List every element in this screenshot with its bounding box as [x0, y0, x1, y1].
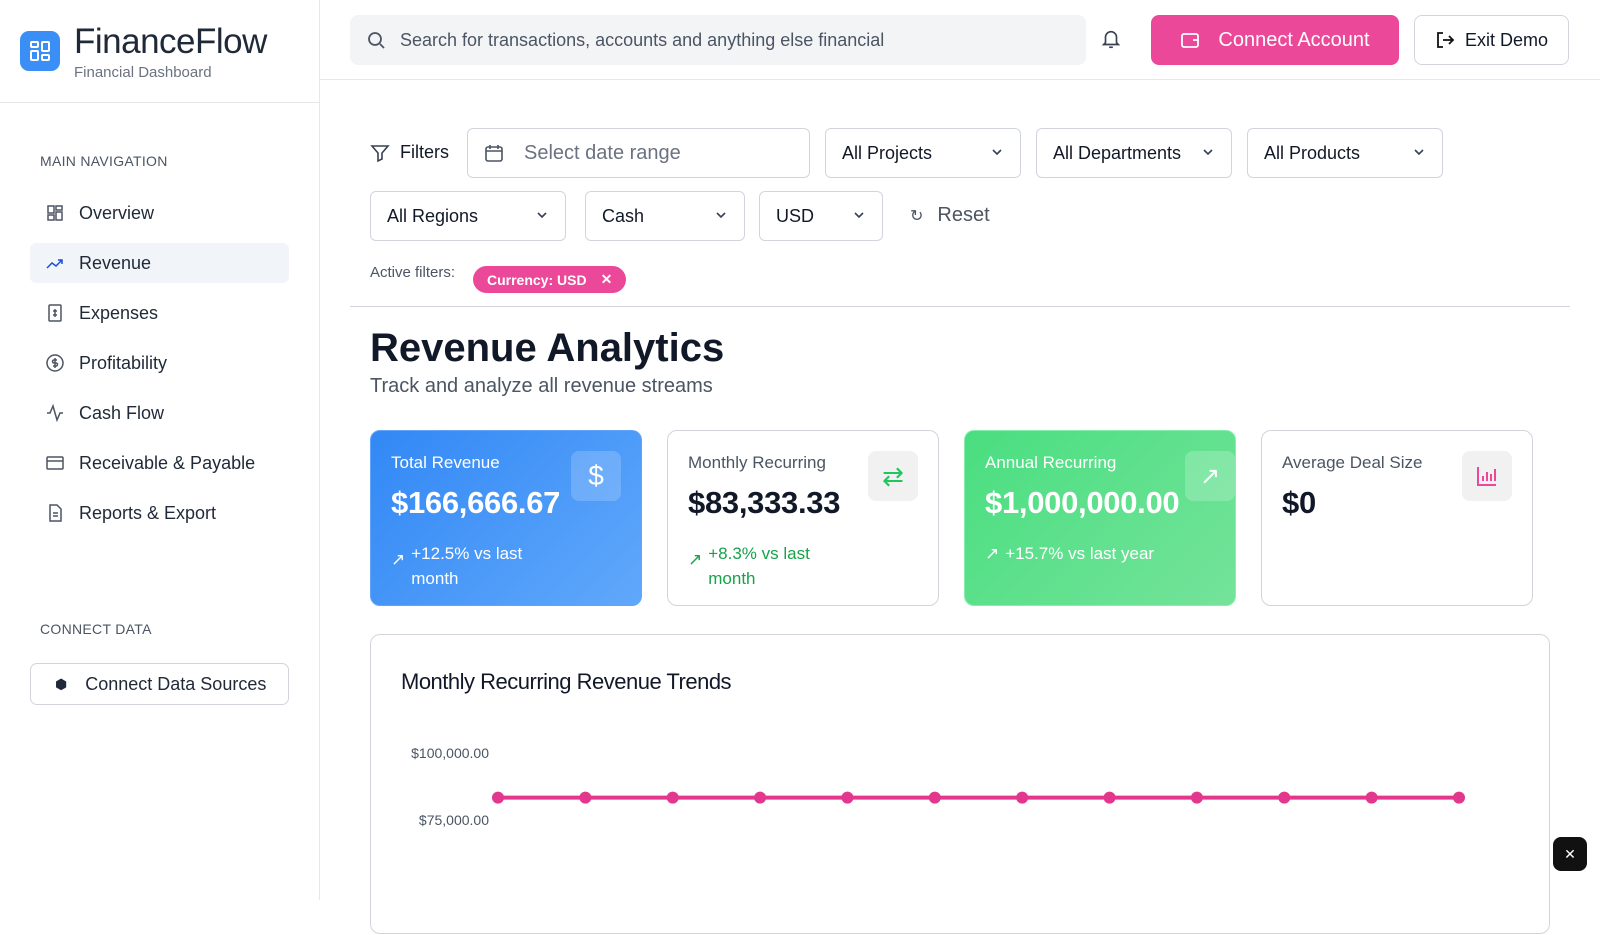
calendar-icon — [485, 145, 503, 162]
app-subtitle: Financial Dashboard — [74, 63, 212, 81]
currency-select[interactable]: USD — [759, 191, 883, 241]
grid-icon — [47, 205, 63, 221]
dollar-circle-icon — [46, 354, 64, 372]
trending-up-icon: ↗ — [688, 550, 703, 569]
exit-demo-button[interactable]: Exit Demo — [1414, 15, 1569, 65]
annual-recurring-card: Annual Recurring $1,000,000.00 ↗ +15.7% v… — [964, 430, 1236, 606]
sidebar-item-label: Receivable & Payable — [79, 452, 256, 473]
trending-up-icon: ↗ — [1185, 451, 1235, 501]
close-icon: ✕ — [1564, 845, 1576, 862]
data-point[interactable] — [1103, 791, 1116, 804]
account-type-select[interactable]: Cash — [585, 191, 745, 241]
main-nav-title: MAIN NAVIGATION — [40, 153, 168, 169]
data-point[interactable] — [928, 791, 941, 804]
search-input[interactable]: Search for transactions, accounts and an… — [350, 15, 1086, 65]
departments-select[interactable]: All Departments — [1036, 128, 1232, 178]
reset-button[interactable]: ↻ Reset — [910, 204, 990, 226]
activity-icon — [47, 403, 63, 423]
data-point[interactable] — [666, 791, 679, 804]
chevron-down-icon — [1412, 143, 1426, 164]
average-deal-size-card: Average Deal Size $0 — [1261, 430, 1533, 606]
app-title: FinanceFlow — [74, 21, 267, 61]
page-title: Revenue Analytics — [370, 326, 725, 370]
sidebar-item-label: Cash Flow — [79, 402, 165, 423]
logout-icon — [1437, 32, 1455, 48]
divider — [350, 306, 1570, 307]
projects-select[interactable]: All Projects — [825, 128, 1021, 178]
data-point[interactable] — [492, 791, 504, 804]
sidebar-item-label: Overview — [79, 202, 155, 223]
monthly-recurring-card: Monthly Recurring $83,333.33 ↗ +8.3% vs l… — [667, 430, 939, 606]
close-button[interactable]: ✕ — [1553, 837, 1587, 871]
trending-up-icon: ↗ — [391, 550, 406, 569]
mrr-chart-card: Monthly Recurring Revenue Trends $100,00… — [370, 634, 1550, 934]
products-select[interactable]: All Products — [1247, 128, 1443, 178]
y-tick-label: $75,000.00 — [419, 812, 489, 828]
dollar-icon: $ — [571, 451, 621, 501]
search-icon — [368, 32, 385, 49]
sidebar-item-overview[interactable]: Overview — [30, 193, 289, 233]
page-subtitle: Track and analyze all revenue streams — [370, 375, 713, 397]
sidebar-item-profitability[interactable]: Profitability — [30, 343, 289, 383]
data-point[interactable] — [1190, 791, 1203, 804]
data-point[interactable] — [1365, 791, 1378, 804]
repeat-icon: ⇄ — [868, 451, 918, 501]
data-point[interactable] — [754, 791, 767, 804]
chevron-down-icon — [990, 143, 1004, 164]
total-revenue-card: Total Revenue $166,666.67 ↗ +12.5% vs las… — [370, 430, 642, 606]
sidebar: FinanceFlow Financial Dashboard MAIN NAV… — [0, 0, 320, 900]
sidebar-item-reports-export[interactable]: Reports & Export — [30, 493, 289, 533]
sidebar-item-label: Revenue — [79, 252, 152, 273]
sidebar-item-receivable-payable[interactable]: Receivable & Payable — [30, 443, 289, 483]
chevron-down-icon — [535, 206, 549, 227]
chevron-down-icon — [852, 206, 866, 227]
box-icon: ⬢ — [55, 675, 68, 692]
filter-icon — [370, 144, 390, 162]
active-filter-chip[interactable]: Currency: USD ✕ — [473, 266, 627, 293]
file-icon — [49, 504, 62, 522]
data-point[interactable] — [1016, 791, 1029, 804]
connect-data-title: CONNECT DATA — [40, 621, 152, 637]
data-point[interactable] — [1278, 791, 1291, 804]
data-point[interactable] — [841, 791, 854, 804]
sidebar-item-label: Expenses — [79, 302, 159, 323]
bar-chart-icon — [1462, 451, 1512, 501]
sidebar-item-label: Reports & Export — [79, 502, 217, 523]
date-range-picker[interactable]: Select date range — [467, 128, 810, 178]
sidebar-item-revenue[interactable]: Revenue — [30, 243, 289, 283]
wallet-icon — [1181, 33, 1200, 48]
sidebar-item-expenses[interactable]: Expenses — [30, 293, 289, 333]
bell-icon[interactable] — [1100, 28, 1122, 50]
logo-icon — [20, 31, 60, 71]
y-tick-label: $100,000.00 — [411, 745, 489, 761]
reset-icon: ↻ — [910, 207, 924, 225]
trending-up-icon — [46, 259, 63, 269]
chevron-down-icon — [714, 206, 728, 227]
trending-up-icon: ↗ — [985, 544, 1000, 563]
active-filters-label: Active filters: — [370, 264, 456, 281]
credit-card-icon — [46, 456, 64, 470]
sidebar-item-label: Profitability — [79, 352, 168, 373]
receipt-icon — [48, 304, 62, 322]
chevron-down-icon — [1201, 143, 1215, 164]
data-point[interactable] — [579, 791, 592, 804]
chart-title: Monthly Recurring Revenue Trends — [401, 669, 732, 694]
mrr-line-chart: $100,000.00 $75,000.00 — [411, 745, 1465, 828]
data-point[interactable] — [1453, 791, 1465, 804]
connect-data-sources-button[interactable]: ⬢ Connect Data Sources — [30, 663, 289, 705]
remove-filter-icon[interactable]: ✕ — [600, 271, 613, 287]
sidebar-item-cash-flow[interactable]: Cash Flow — [30, 393, 289, 433]
filters-label: Filters — [370, 142, 449, 163]
connect-account-button[interactable]: Connect Account — [1151, 15, 1399, 65]
brand: FinanceFlow Financial Dashboard — [0, 0, 319, 103]
regions-select[interactable]: All Regions — [370, 191, 566, 241]
topbar: Search for transactions, accounts and an… — [320, 0, 1600, 80]
